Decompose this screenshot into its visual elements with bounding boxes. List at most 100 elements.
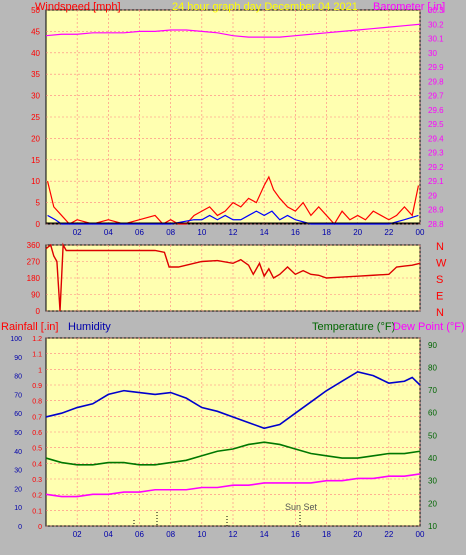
dewpoint-line — [45, 473, 421, 498]
humidity-tick-label: 0 — [18, 524, 22, 531]
x-tick-label: 08 — [166, 530, 175, 539]
barometer-tick-label: 29.7 — [428, 92, 444, 101]
x-tick-label: 00 — [416, 228, 425, 237]
x-tick-label: 04 — [104, 530, 113, 539]
temperature-axis-label: Temperature (°F) — [312, 321, 395, 333]
rainfall-tick-label: 0.9 — [32, 383, 42, 390]
x-tick-label: 12 — [229, 228, 238, 237]
windspeed-tick-label: 45 — [31, 27, 40, 36]
rainfall-tick-label: 1.1 — [32, 352, 42, 359]
compass-label: W — [436, 258, 447, 270]
rainfall-tick-label: 0.5 — [32, 446, 42, 453]
temperature-tick-label: 60 — [428, 409, 437, 418]
barometer-tick-label: 28.9 — [428, 206, 444, 215]
humidity-axis-label: Humidity — [68, 321, 111, 333]
rainfall-tick-label: 0 — [38, 524, 42, 531]
rainfall-tick-label: 0.6 — [32, 430, 42, 437]
barometer-tick-label: 29.3 — [428, 149, 444, 158]
temperature-tick-label: 30 — [428, 477, 437, 486]
rainfall-tick-label: 0.4 — [32, 461, 42, 468]
wind-average-line — [47, 210, 419, 225]
direction-tick-label: 270 — [27, 258, 41, 267]
temperature-tick-label: 70 — [428, 386, 437, 395]
windspeed-tick-label: 30 — [31, 92, 40, 101]
x-tick-label: 20 — [353, 530, 362, 539]
dewpoint-axis-label: Dew Point (°F) — [393, 321, 465, 333]
compass-label: N — [436, 241, 444, 253]
x-tick-label: 14 — [260, 228, 269, 237]
temperature-line — [45, 441, 421, 466]
x-tick-label: 10 — [197, 228, 206, 237]
x-tick-label: 18 — [322, 228, 331, 237]
barometer-tick-label: 29 — [428, 191, 437, 200]
humidity-tick-label: 20 — [14, 486, 22, 493]
barometer-tick-label: 30.2 — [428, 20, 444, 29]
x-tick-label: 16 — [291, 530, 300, 539]
sunset-annotation: Sun Set — [285, 502, 318, 512]
rainfall-axis-label: Rainfall [.in] — [1, 321, 58, 333]
x-tick-label: 22 — [384, 228, 393, 237]
humidity-tick-label: 90 — [14, 355, 22, 362]
barometer-tick-label: 29.4 — [428, 134, 444, 143]
humidity-tick-label: 70 — [14, 392, 22, 399]
x-tick-label: 22 — [384, 530, 393, 539]
barometer-line — [45, 23, 421, 38]
humidity-tick-label: 30 — [14, 468, 22, 475]
series-lines — [45, 23, 421, 498]
temperature-tick-label: 20 — [428, 499, 437, 508]
windspeed-axis-label: Windspeed [mph] — [35, 1, 121, 13]
direction-tick-label: 0 — [36, 307, 41, 316]
rainfall-tick-label: 0.3 — [32, 477, 42, 484]
temperature-tick-label: 40 — [428, 454, 437, 463]
x-tick-label: 06 — [135, 530, 144, 539]
barometer-tick-label: 30.1 — [428, 35, 444, 44]
rainfall-tick-label: 0.1 — [32, 508, 42, 515]
barometer-tick-label: 29.9 — [428, 63, 444, 72]
x-tick-label: 16 — [291, 228, 300, 237]
x-tick-label: 04 — [104, 228, 113, 237]
barometer-tick-label: 30 — [428, 49, 437, 58]
barometer-tick-label: 29.8 — [428, 77, 444, 86]
x-tick-label: 12 — [229, 530, 238, 539]
windspeed-tick-label: 15 — [31, 156, 40, 165]
direction-tick-label: 180 — [27, 274, 41, 283]
barometer-tick-label: 30.3 — [428, 6, 444, 15]
x-tick-label: 02 — [73, 530, 82, 539]
windspeed-tick-label: 5 — [36, 199, 41, 208]
humidity-line — [45, 370, 421, 430]
barometer-tick-label: 28.8 — [428, 220, 444, 229]
windspeed-tick-label: 35 — [31, 70, 40, 79]
humidity-tick-label: 50 — [14, 430, 22, 437]
x-tick-label: 18 — [322, 530, 331, 539]
humidity-tick-label: 60 — [14, 411, 22, 418]
windspeed-tick-label: 0 — [36, 220, 41, 229]
compass-label: S — [436, 274, 443, 286]
barometer-tick-label: 29.5 — [428, 120, 444, 129]
wind-direction-line — [45, 242, 421, 312]
windspeed-tick-label: 10 — [31, 177, 40, 186]
rainfall-tick-label: 0.7 — [32, 414, 42, 421]
barometer-axis-label: Barometer [.in] — [373, 1, 445, 13]
temperature-tick-label: 90 — [428, 341, 437, 350]
barometer-tick-label: 29.1 — [428, 177, 444, 186]
x-tick-label: 02 — [73, 228, 82, 237]
rainfall-tick-label: 1 — [38, 367, 42, 374]
top-panel-background — [45, 9, 421, 225]
x-tick-label: 08 — [166, 228, 175, 237]
direction-tick-label: 90 — [31, 291, 40, 300]
graph-title: 24 hour graph day December 04 2021 — [172, 1, 358, 13]
humidity-tick-label: 100 — [10, 336, 22, 343]
windspeed-tick-label: 25 — [31, 113, 40, 122]
humidity-tick-label: 80 — [14, 374, 22, 381]
x-tick-label: 14 — [260, 530, 269, 539]
compass-label: N — [436, 307, 444, 319]
windspeed-tick-label: 50 — [31, 6, 40, 15]
rainfall-tick-label: 0.2 — [32, 493, 42, 500]
temperature-tick-label: 80 — [428, 363, 437, 372]
barometer-tick-label: 29.2 — [428, 163, 444, 172]
x-tick-label: 00 — [416, 530, 425, 539]
x-tick-label: 10 — [197, 530, 206, 539]
windspeed-tick-label: 40 — [31, 49, 40, 58]
x-tick-label: 06 — [135, 228, 144, 237]
